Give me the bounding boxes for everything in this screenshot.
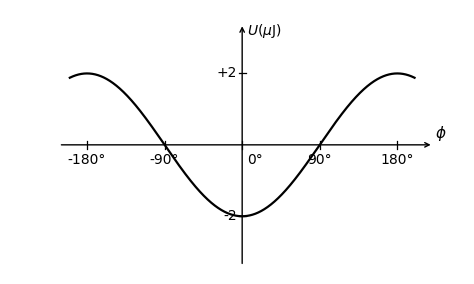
Text: ϕ: ϕ (435, 126, 445, 141)
Text: $U(\mu\mathrm{J})$: $U(\mu\mathrm{J})$ (247, 22, 282, 40)
Text: -180°: -180° (68, 153, 106, 167)
Text: +2: +2 (217, 66, 237, 80)
Text: -90°: -90° (150, 153, 179, 167)
Text: -2: -2 (223, 209, 237, 223)
Text: 90°: 90° (308, 153, 332, 167)
Text: 0°: 0° (247, 153, 263, 167)
Text: 180°: 180° (381, 153, 414, 167)
